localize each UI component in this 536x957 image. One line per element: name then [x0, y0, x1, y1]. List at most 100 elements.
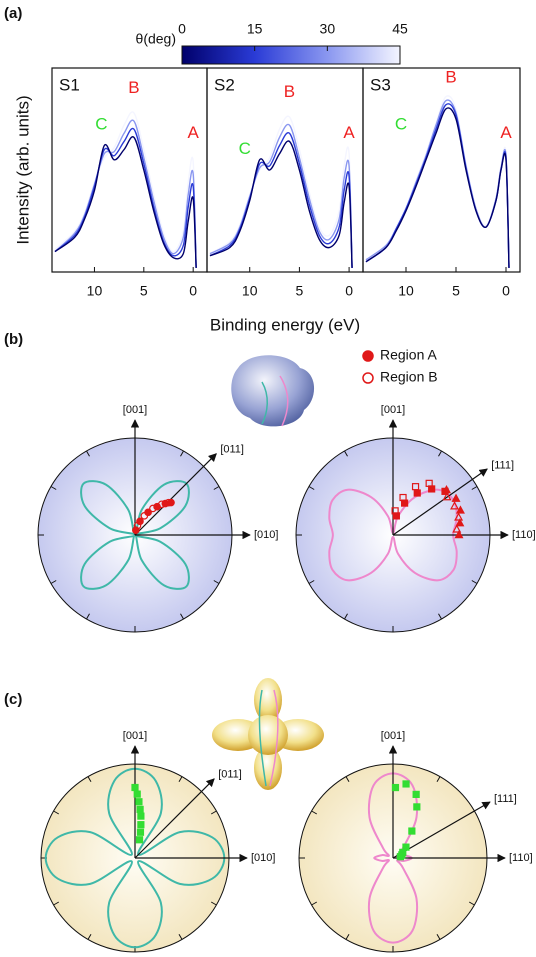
- angle-tick: [345, 933, 350, 940]
- colorbar-tick-label: 45: [392, 21, 408, 37]
- data-point: [135, 836, 144, 844]
- data-point: [396, 853, 405, 861]
- angle-tick: [436, 776, 441, 783]
- angle-tick: [180, 613, 184, 620]
- angle-tick: [436, 933, 441, 940]
- colorbar-tick-label: 0: [178, 21, 186, 37]
- annotation: A: [343, 123, 355, 142]
- data-point: [408, 827, 416, 835]
- spectrum-line: [54, 111, 197, 268]
- x-tick-label: 0: [345, 283, 353, 299]
- data-point: [413, 489, 421, 497]
- x-tick-label: 5: [452, 283, 460, 299]
- data-point: [442, 492, 452, 501]
- data-point: [412, 790, 420, 799]
- data-point: [137, 812, 145, 820]
- angle-tick: [471, 580, 478, 584]
- angle-tick: [87, 933, 92, 940]
- angle-tick: [213, 580, 220, 584]
- axis-label: [110]: [509, 852, 533, 864]
- legend-label: Region B: [380, 369, 438, 385]
- angle-tick: [311, 901, 318, 906]
- data-point: [455, 505, 465, 514]
- x-tick-label: 0: [189, 283, 197, 299]
- angle-tick: [345, 776, 350, 783]
- angle-tick: [438, 450, 442, 457]
- angle-tick: [53, 810, 60, 815]
- axis-label: [111]: [494, 793, 517, 805]
- data-point: [157, 500, 166, 509]
- legend-label: Region A: [380, 347, 437, 363]
- data-point: [136, 805, 144, 813]
- angle-tick: [210, 810, 217, 815]
- data-point: [391, 783, 400, 792]
- spectrum-line: [209, 132, 353, 268]
- plot-frame: [362, 67, 521, 273]
- colorbar: [181, 45, 401, 65]
- x-axis-label: Binding energy (eV): [210, 315, 360, 334]
- plot-area: [209, 115, 353, 268]
- axis-label: [001]: [381, 730, 405, 742]
- spectrum-line: [54, 119, 197, 268]
- legend-marker: [362, 350, 374, 362]
- axis-label: [011]: [220, 443, 244, 455]
- angle-tick: [180, 450, 184, 457]
- x-tick-label: 5: [140, 283, 148, 299]
- angle-tick: [213, 486, 220, 490]
- axis-arrow: [392, 468, 488, 536]
- plot-area: [365, 95, 510, 268]
- data-point: [455, 518, 465, 527]
- data-point: [392, 512, 400, 520]
- angle-tick: [468, 901, 475, 906]
- panel-label: (c): [4, 691, 22, 708]
- annotation: B: [445, 68, 456, 87]
- colorbar-tick-label: 30: [320, 21, 336, 37]
- axis-label: [111]: [491, 460, 514, 472]
- data-point: [399, 493, 407, 502]
- orbital-shape: [231, 355, 315, 427]
- polar-curve: [328, 488, 458, 582]
- x-tick-label: 5: [296, 283, 304, 299]
- axis-label: [010]: [254, 529, 278, 541]
- angle-tick: [308, 580, 315, 584]
- angle-tick: [178, 933, 183, 940]
- annotation: C: [395, 115, 407, 134]
- axis-label: [110]: [512, 529, 536, 541]
- angle-tick: [86, 450, 90, 457]
- axis-label: [010]: [251, 852, 275, 864]
- angle-tick: [344, 613, 348, 620]
- annotation: C: [239, 139, 251, 158]
- chart-title: S1: [59, 75, 80, 94]
- axis-label: [011]: [218, 768, 242, 780]
- spectrum-line: [365, 107, 510, 268]
- panel-label: (b): [4, 331, 23, 348]
- angle-tick: [210, 901, 217, 906]
- polar-curve: [367, 772, 419, 944]
- data-point: [164, 498, 173, 507]
- annotation: A: [500, 123, 512, 142]
- plot-area: [54, 111, 197, 268]
- spectrum-line: [54, 136, 197, 268]
- data-point: [402, 780, 410, 788]
- orbital-shape: [212, 678, 324, 790]
- axis-arrow: [134, 778, 215, 859]
- colorbar-label: θ(deg): [136, 31, 176, 47]
- angle-tick: [311, 810, 318, 815]
- data-point: [452, 524, 462, 533]
- annotation: A: [188, 123, 200, 142]
- data-point: [140, 512, 149, 520]
- data-point: [450, 501, 460, 510]
- panel-label: (a): [4, 5, 22, 22]
- data-point: [133, 790, 141, 798]
- spectrum-line: [209, 140, 353, 268]
- data-point: [411, 483, 420, 491]
- x-tick-label: 10: [398, 283, 414, 299]
- legend-marker: [362, 372, 374, 384]
- angle-tick: [178, 776, 183, 783]
- data-point: [425, 479, 433, 487]
- x-tick-label: 10: [87, 283, 103, 299]
- y-axis-label: Intensity (arb. units): [13, 95, 32, 244]
- data-point: [137, 821, 145, 829]
- axis-label: [001]: [381, 404, 405, 416]
